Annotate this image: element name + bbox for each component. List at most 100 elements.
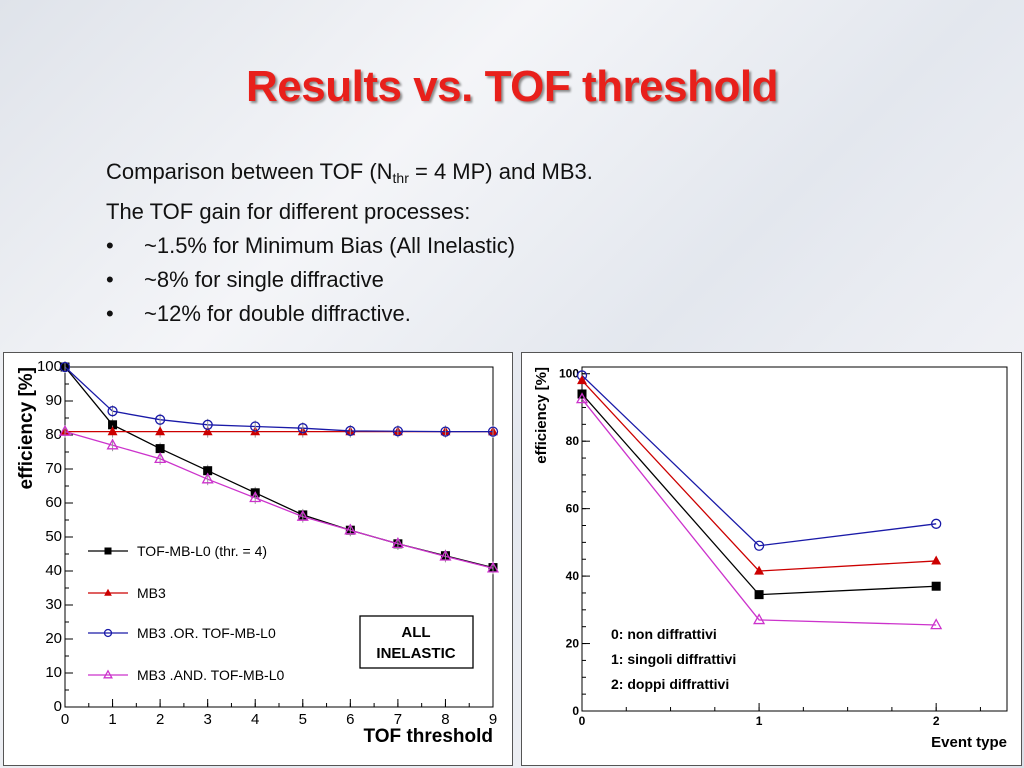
annotation-text: ALL <box>401 624 430 641</box>
data-point <box>487 426 499 437</box>
bullet-text: ~12% for double diffractive. <box>144 301 411 326</box>
annotation-text: 1: singoli diffrattivi <box>611 651 736 667</box>
data-point <box>391 537 404 549</box>
intro-line-1-sub: thr <box>392 170 409 186</box>
data-point <box>439 549 452 561</box>
x-tick-label: 2 <box>156 711 164 728</box>
y-tick-label: 20 <box>45 630 62 647</box>
data-point <box>486 561 500 573</box>
data-point <box>297 423 308 434</box>
data-point <box>202 419 213 430</box>
intro-line-2: The TOF gain for different processes: <box>106 199 471 224</box>
bullet-char: • <box>106 233 114 258</box>
data-point <box>753 613 766 625</box>
legend-label: MB3 .OR. TOF-MB-L0 <box>137 625 276 641</box>
data-point <box>577 375 587 385</box>
bullet-text: ~8% for single diffractive <box>144 267 384 292</box>
data-point <box>155 426 166 436</box>
legend-label: MB3 <box>137 585 166 601</box>
y-tick-label: 50 <box>45 528 62 545</box>
intro-text: Comparison between TOF (Nthr = 4 MP) and… <box>106 155 593 331</box>
annotation-text: 2: doppi diffrattivi <box>611 676 729 692</box>
bullet-char: • <box>106 301 114 326</box>
x-tick-label: 8 <box>441 711 449 728</box>
chart-left-panel: 0 10 20 30 40 50 60 70 80 90 100 0 1 2 3 4 5 6 7 8 9 TOF thre… <box>3 352 513 766</box>
x-axis-label: TOF threshold <box>364 726 493 747</box>
y-tick-label: 60 <box>45 494 62 511</box>
legend-marker <box>103 628 113 638</box>
intro-line-1-b: = 4 MP) and MB3. <box>408 159 593 184</box>
data-point <box>107 426 118 436</box>
annotation-text: INELASTIC <box>376 645 455 662</box>
data-point <box>106 438 119 450</box>
data-point <box>753 540 765 551</box>
data-point <box>59 361 71 373</box>
y-tick-label: 0 <box>572 704 579 718</box>
y-tick-label: 90 <box>45 392 62 409</box>
legend-label: MB3 .AND. TOF-MB-L0 <box>137 667 285 683</box>
chart-right-svg: 0 20 40 60 80 100 0 1 2 Event type efficiency [%] 0… <box>533 366 1008 751</box>
x-tick-label: 1 <box>108 711 116 728</box>
data-point <box>155 444 165 454</box>
x-tick-label: 4 <box>251 711 259 728</box>
y-tick-label: 80 <box>45 426 62 443</box>
legend-label: TOF-MB-L0 (thr. = 4) <box>137 543 267 559</box>
series-line <box>64 430 494 569</box>
data-point <box>107 406 118 417</box>
series-line <box>64 366 494 569</box>
data-point <box>931 518 942 529</box>
data-point <box>754 565 765 575</box>
data-point <box>930 618 943 630</box>
y-tick-label: 100 <box>559 367 579 381</box>
intro-line-1-a: Comparison between TOF (N <box>106 159 393 184</box>
bullet-item: • ~8% for single diffractive <box>106 263 593 297</box>
data-point <box>344 523 357 535</box>
y-tick-label: 10 <box>45 664 62 681</box>
y-tick-label: 70 <box>45 460 62 477</box>
legend-marker <box>103 669 113 679</box>
y-tick-label: 80 <box>566 434 580 448</box>
x-tick-label: 2 <box>933 714 940 728</box>
data-point <box>249 491 262 503</box>
annotation-box <box>359 615 474 669</box>
data-point <box>931 555 942 565</box>
y-axis-label: efficiency [%] <box>533 367 550 464</box>
y-tick-label: 60 <box>566 502 580 516</box>
data-point <box>250 421 261 432</box>
legend-marker <box>104 547 112 555</box>
data-point <box>754 590 764 600</box>
series-line <box>64 366 493 433</box>
y-tick-label: 30 <box>45 596 62 613</box>
bullet-char: • <box>106 267 114 292</box>
x-tick-label: 0 <box>579 714 586 728</box>
y-tick-label: 40 <box>45 562 62 579</box>
annotation-text: 0: non diffrattivi <box>611 626 717 642</box>
y-axis-label: efficiency [%] <box>16 367 37 489</box>
data-point <box>201 472 214 484</box>
data-point <box>154 414 166 425</box>
x-tick-label: 1 <box>756 714 763 728</box>
data-point <box>931 581 941 591</box>
y-tick-label: 0 <box>54 698 62 715</box>
data-point <box>392 426 404 437</box>
series-line <box>581 380 937 572</box>
data-point <box>58 424 72 436</box>
series-line <box>581 398 937 626</box>
data-point <box>154 452 167 464</box>
data-point <box>296 509 309 521</box>
x-tick-label: 6 <box>346 711 354 728</box>
x-tick-label: 0 <box>61 711 69 728</box>
slide-title: Results vs. TOF threshold <box>246 62 778 111</box>
x-tick-label: 3 <box>203 711 211 728</box>
data-point <box>575 392 589 404</box>
chart-right-panel: 0 20 40 60 80 100 0 1 2 Event type efficiency [%] 0… <box>521 352 1022 766</box>
data-point <box>108 420 118 430</box>
data-point <box>440 426 451 437</box>
x-axis-label: Event type <box>931 734 1007 751</box>
legend-marker <box>104 588 112 596</box>
y-tick-label: 40 <box>566 569 580 583</box>
x-tick-label: 7 <box>394 711 402 728</box>
data-point <box>345 425 356 437</box>
plot-frame <box>581 366 1008 712</box>
